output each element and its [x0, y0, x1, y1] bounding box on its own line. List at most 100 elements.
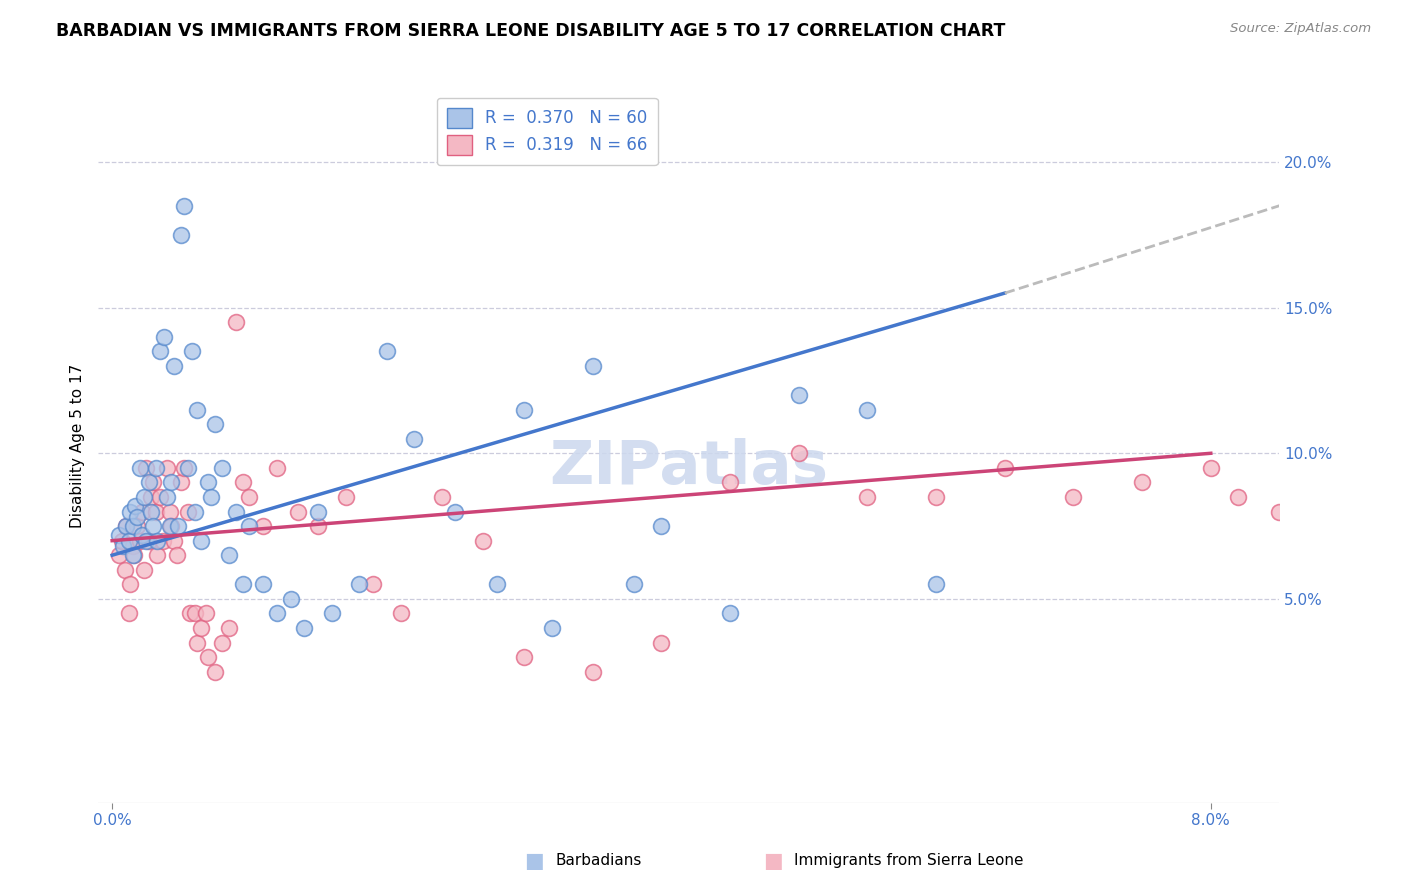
Point — [128, 533, 150, 548]
Point — [115, 519, 138, 533]
Point — [994, 460, 1017, 475]
Point — [197, 475, 219, 490]
Point — [135, 533, 157, 548]
Point — [623, 577, 645, 591]
Legend: R =  0.370   N = 60, R =  0.319   N = 66: R = 0.370 N = 60, R = 0.319 N = 66 — [437, 97, 658, 165]
Point — [375, 344, 398, 359]
Point — [1227, 490, 1250, 504]
Point — [170, 475, 193, 490]
Point — [925, 490, 948, 504]
Point — [139, 504, 162, 518]
Text: ■: ■ — [763, 851, 783, 871]
Point — [1337, 490, 1360, 504]
Point — [128, 460, 150, 475]
Point — [159, 519, 181, 533]
Point — [1309, 475, 1331, 490]
Point — [186, 402, 208, 417]
Point — [142, 475, 165, 490]
Point — [159, 504, 181, 518]
Point — [335, 490, 357, 504]
Point — [146, 548, 169, 562]
Point — [307, 519, 329, 533]
Point — [170, 227, 193, 242]
Point — [225, 315, 247, 329]
Point — [125, 510, 148, 524]
Point — [238, 490, 260, 504]
Point — [156, 460, 179, 475]
Point — [225, 504, 247, 518]
Point — [186, 635, 208, 649]
Point — [718, 607, 741, 621]
Text: BARBADIAN VS IMMIGRANTS FROM SIERRA LEONE DISABILITY AGE 5 TO 17 CORRELATION CHA: BARBADIAN VS IMMIGRANTS FROM SIERRA LEON… — [56, 22, 1005, 40]
Point — [307, 504, 329, 518]
Point — [163, 359, 186, 373]
Point — [131, 504, 153, 518]
Point — [218, 621, 240, 635]
Point — [121, 548, 143, 562]
Point — [444, 504, 467, 518]
Point — [139, 490, 162, 504]
Point — [131, 528, 153, 542]
Point — [252, 519, 274, 533]
Point — [176, 460, 198, 475]
Point — [252, 577, 274, 591]
Point — [145, 460, 167, 475]
Point — [211, 460, 233, 475]
Point — [194, 607, 217, 621]
Point — [132, 490, 155, 504]
Point — [200, 490, 222, 504]
Point — [404, 432, 426, 446]
Point — [856, 402, 879, 417]
Text: Barbadians: Barbadians — [555, 854, 641, 868]
Point — [166, 548, 188, 562]
Point — [122, 548, 145, 562]
Point — [145, 504, 167, 518]
Point — [173, 460, 195, 475]
Point — [112, 540, 135, 554]
Point — [183, 607, 205, 621]
Point — [125, 519, 148, 533]
Point — [582, 665, 605, 679]
Point — [513, 650, 536, 665]
Point — [163, 533, 186, 548]
Point — [280, 591, 302, 606]
Point — [650, 635, 672, 649]
Point — [190, 533, 212, 548]
Point — [1130, 475, 1153, 490]
Point — [111, 533, 134, 548]
Point — [115, 519, 138, 533]
Point — [925, 577, 948, 591]
Point — [156, 490, 179, 504]
Point — [1364, 475, 1386, 490]
Point — [149, 490, 172, 504]
Point — [540, 621, 562, 635]
Point — [430, 490, 453, 504]
Text: ■: ■ — [524, 851, 544, 871]
Text: Immigrants from Sierra Leone: Immigrants from Sierra Leone — [794, 854, 1024, 868]
Point — [204, 665, 226, 679]
Point — [321, 607, 343, 621]
Point — [160, 475, 183, 490]
Point — [138, 533, 160, 548]
Text: Source: ZipAtlas.com: Source: ZipAtlas.com — [1230, 22, 1371, 36]
Point — [485, 577, 508, 591]
Point — [176, 504, 198, 518]
Point — [349, 577, 371, 591]
Point — [117, 607, 139, 621]
Point — [152, 533, 174, 548]
Point — [856, 490, 879, 504]
Point — [650, 519, 672, 533]
Point — [238, 519, 260, 533]
Point — [218, 548, 240, 562]
Point — [787, 446, 810, 460]
Point — [167, 519, 190, 533]
Point — [124, 499, 146, 513]
Point — [142, 519, 165, 533]
Point — [118, 504, 141, 518]
Point — [266, 607, 288, 621]
Point — [513, 402, 536, 417]
Point — [121, 540, 143, 554]
Point — [294, 621, 316, 635]
Point — [1268, 504, 1291, 518]
Y-axis label: Disability Age 5 to 17: Disability Age 5 to 17 — [69, 364, 84, 528]
